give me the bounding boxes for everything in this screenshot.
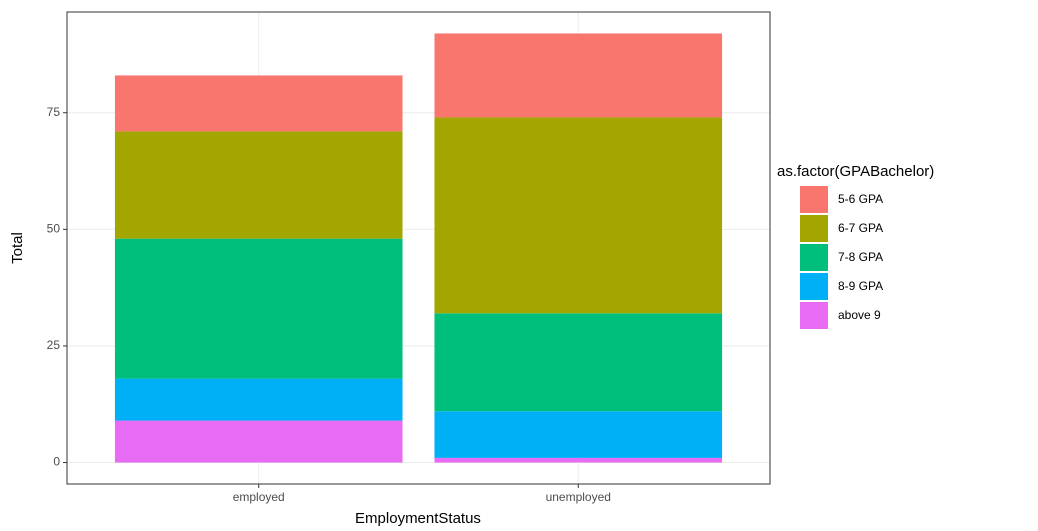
legend-key [800,273,828,300]
legend-label: 8-9 GPA [838,279,883,293]
x-tick-label: employed [233,490,285,504]
legend-title: as.factor(GPABachelor) [777,163,934,180]
legend-key [800,244,828,271]
legend-label: above 9 [838,308,881,322]
bar-segment [434,313,723,412]
bar-segment [434,117,723,314]
legend-label: 6-7 GPA [838,221,883,235]
bar-segment [434,33,723,118]
legend-key [800,215,828,242]
bar-segment [114,238,403,379]
y-tick-label: 0 [53,455,60,469]
bar-segment [114,131,403,239]
bar-segment [114,75,403,132]
bar-segment [434,457,723,463]
legend-key [800,186,828,213]
legend-label: 7-8 GPA [838,250,883,264]
y-tick-label: 50 [47,222,61,236]
x-axis-title: EmploymentStatus [355,510,481,527]
y-axis-title: Total [9,232,26,264]
bar-segment [114,378,403,421]
y-tick-label: 75 [47,105,61,119]
bar-segment [114,420,403,463]
x-tick-label: unemployed [546,490,611,504]
legend-label: 5-6 GPA [838,192,883,206]
panel-border [66,11,771,485]
legend-key [800,302,828,329]
bar-segment [434,411,723,458]
y-tick-label: 25 [47,338,61,352]
